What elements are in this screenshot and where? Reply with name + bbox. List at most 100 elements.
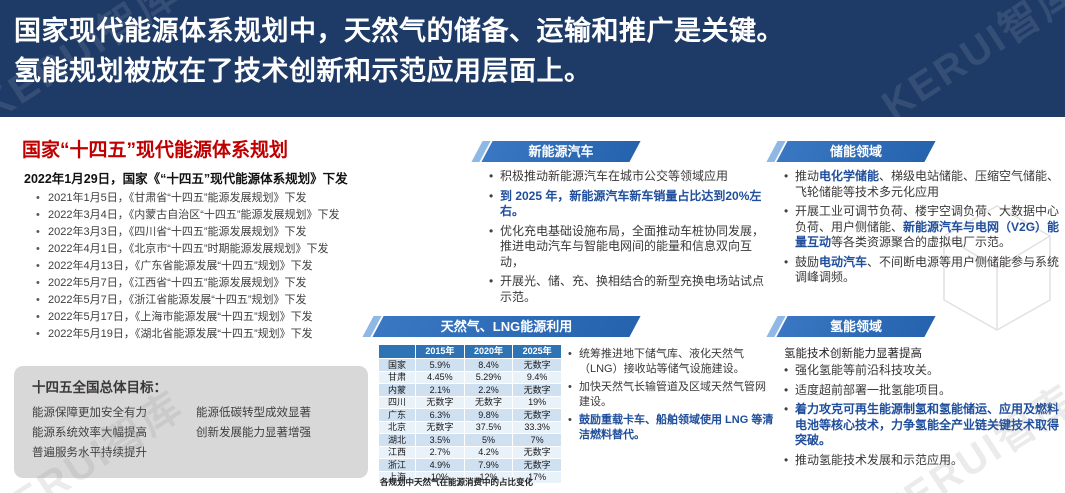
goal-item: 普遍服务水平持续提升 bbox=[32, 447, 147, 459]
table-row: 浙江 4.9% 7.9% 无数字 bbox=[378, 458, 562, 472]
table-cell: 5.29% bbox=[463, 370, 514, 384]
table-header-cell: 2025年 bbox=[512, 344, 562, 359]
list-item-label: 2022年3月3日，《四川省“十四五”能源发展规划》下发 bbox=[48, 226, 307, 238]
bullet-text: 鼓励电动汽车、不间断电源等用户侧储能参与系统调峰调频。 bbox=[795, 254, 1060, 285]
table-row: 甘肃 4.45% 5.29% 9.4% bbox=[378, 370, 562, 384]
bullet-icon bbox=[36, 190, 48, 207]
storage-bullets: • 推动电化学储能、梯级电站储能、压缩空气储能、飞轮储能等技术多元化应用 • 开展工业… bbox=[784, 169, 1062, 290]
list-item-label: 2021年1月5日，《甘肃省“十四五”能源发展规划》下发 bbox=[48, 192, 307, 204]
table-cell: 9.4% bbox=[512, 370, 562, 384]
list-item-label: 2022年3月4日，《内蒙古自治区“十四五”能源发展规划》下发 bbox=[48, 209, 340, 221]
hydrogen-bullets: • 强化氢能等前沿科技攻关。 • 适度超前部署一批氢能项目。 • 着力攻克可再生能源制氢和… bbox=[784, 363, 1062, 472]
section-header-label: 新能源汽车 bbox=[528, 144, 594, 159]
table-cell: 无数字 bbox=[512, 358, 562, 372]
goal-item: 创新发展能力显著增强 bbox=[196, 427, 311, 439]
bullet-icon: • bbox=[489, 188, 494, 203]
table-cell: 4.45% bbox=[415, 370, 465, 384]
goals-box: 十四五全国总体目标： 能源保障更加安全有力 能源系统效率大幅提高 普遍服务水平持续提… bbox=[14, 366, 368, 478]
bullet-icon bbox=[36, 292, 48, 309]
bullet-item: • 鼓励电动汽车、不间断电源等用户侧储能参与系统调峰调频。 bbox=[784, 255, 1062, 286]
bullet-item: • 优化充电基础设施布局，全面推动车桩协同发展，推进电动汽车与智能电网间的能量和信… bbox=[489, 224, 775, 271]
national-plan-intro: 2022年1月29日，国家《“十四五”现代能源体系规划》下发 bbox=[24, 172, 348, 186]
table-cell: 4.2% bbox=[463, 445, 514, 459]
list-item-label: 2022年5月19日，《湖北省能源发展“十四五”规划》下发 bbox=[48, 328, 313, 340]
bullet-icon bbox=[36, 241, 48, 258]
bullet-icon bbox=[36, 275, 48, 292]
table-cell: 10% bbox=[415, 470, 465, 484]
bullet-item: • 加快天然气长输管道及区域天然气管网建设。 bbox=[568, 380, 774, 409]
row-label: 北京 bbox=[378, 420, 416, 434]
list-item-label: 2022年5月7日，《江西省“十四五”能源发展规划》下发 bbox=[48, 277, 307, 289]
table-row: 湖北 3.5% 5% 7% bbox=[378, 433, 562, 447]
bullet-icon bbox=[36, 258, 48, 275]
list-item: 2022年5月7日，《江西省“十四五”能源发展规划》下发 bbox=[36, 275, 466, 292]
bullet-item: • 开展光、储、充、换相结合的新型充换电场站试点示范。 bbox=[489, 274, 775, 305]
bullet-icon: • bbox=[568, 381, 572, 393]
table-cell: 7% bbox=[512, 433, 562, 447]
table-cell: 7.9% bbox=[463, 458, 514, 472]
table-cell: 6.3% bbox=[415, 408, 465, 422]
bullet-text: 优化充电基础设施布局，全面推动车桩协同发展，推进电动汽车与智能电网间的能量和信息… bbox=[500, 223, 765, 269]
table-cell: 2.7% bbox=[415, 445, 465, 459]
hydrogen-intro: 氢能技术创新能力显著提高 bbox=[784, 348, 922, 360]
bullet-icon: • bbox=[784, 452, 789, 467]
bullet-item: • 强化氢能等前沿科技攻关。 bbox=[784, 363, 1062, 379]
row-label: 四川 bbox=[378, 395, 416, 409]
list-item: 2022年4月1日，《北京市“十四五”时期能源发展规划》下发 bbox=[36, 241, 466, 258]
bullet-item: • 推动电化学储能、梯级电站储能、压缩空气储能、飞轮储能等技术多元化应用 bbox=[784, 169, 1062, 200]
bullet-item: • 推动氢能技术发展和示范应用。 bbox=[784, 453, 1062, 469]
bullet-item: • 鼓励重载卡车、船舶领域使用 LNG 等清洁燃料替代。 bbox=[568, 413, 774, 442]
goal-item: 能源低碳转型成效显著 bbox=[196, 407, 311, 419]
table-cell: 4.9% bbox=[415, 458, 465, 472]
gas-bullets: • 统筹推进地下储气库、液化天然气（LNG）接收站等储气设施建设。 • 加快天然气长输… bbox=[568, 347, 774, 446]
bullet-icon: • bbox=[784, 382, 789, 397]
table-cell: 3.5% bbox=[415, 433, 465, 447]
bullet-item: • 积极推动新能源汽车在城市公交等领域应用 bbox=[489, 169, 775, 185]
list-item: 2021年1月5日，《甘肃省“十四五”能源发展规划》下发 bbox=[36, 190, 466, 207]
table-cell: 无数字 bbox=[512, 383, 562, 397]
section-header-hydrogen: 氢能领域 bbox=[766, 316, 936, 337]
list-item-label: 2022年4月13日，《广东省能源发展“十四五”规划》下发 bbox=[48, 260, 313, 272]
goal-item: 能源保障更加安全有力 bbox=[32, 407, 147, 419]
policy-list: 2021年1月5日，《甘肃省“十四五”能源发展规划》下发 2022年3月4日，《内… bbox=[36, 190, 466, 343]
table-cell: 33.3% bbox=[512, 420, 562, 434]
bullet-item: • 适度超前部署一批氢能项目。 bbox=[784, 383, 1062, 399]
table-cell: 5.9% bbox=[415, 358, 465, 372]
list-item-label: 2022年5月17日，《上海市能源发展“十四五”规划》下发 bbox=[48, 311, 313, 323]
bullet-text: 到 2025 年，新能源汽车新车销量占比达到20%左右。 bbox=[500, 188, 762, 219]
row-label: 甘肃 bbox=[378, 370, 416, 384]
table-cell: 2.2% bbox=[463, 383, 514, 397]
banner-line1: 国家现代能源体系规划中，天然气的储备、运输和推广是关键。 bbox=[14, 16, 784, 46]
table-header-cell bbox=[378, 344, 416, 359]
row-label: 上海 bbox=[378, 470, 416, 484]
section-header-gas: 天然气、LNG能源利用 bbox=[362, 316, 641, 337]
bullet-icon: • bbox=[489, 223, 494, 238]
bullet-item: • 统筹推进地下储气库、液化天然气（LNG）接收站等储气设施建设。 bbox=[568, 347, 774, 376]
table-row: 四川 无数字 无数字 19% bbox=[378, 395, 562, 409]
row-label: 内蒙 bbox=[378, 383, 416, 397]
table-header-row: 2015年 2020年 2025年 bbox=[378, 344, 562, 359]
goal-item: 能源系统效率大幅提高 bbox=[32, 427, 147, 439]
gas-table-caption: 各规划中天然气在能源消费中的占比变化 bbox=[380, 477, 534, 487]
table-row: 广东 6.3% 9.8% 无数字 bbox=[378, 408, 562, 422]
table-cell: 无数字 bbox=[512, 445, 562, 459]
list-item: 2022年5月19日，《湖北省能源发展“十四五”规划》下发 bbox=[36, 326, 466, 343]
table-cell: 无数字 bbox=[512, 408, 562, 422]
bullet-icon bbox=[36, 224, 48, 241]
bullet-text: 积极推动新能源汽车在城市公交等领域应用 bbox=[500, 169, 729, 183]
bullet-item: • 开展工业可调节负荷、楼宇空调负荷、大数据中心负荷、用户侧储能、新能源汽车与电网… bbox=[784, 204, 1062, 251]
bullet-text: 加快天然气长输管道及区域天然气管网建设。 bbox=[579, 381, 766, 408]
bullet-icon: • bbox=[489, 169, 494, 183]
bullet-text: 推动氢能技术发展和示范应用。 bbox=[795, 452, 964, 467]
bullet-icon bbox=[36, 326, 48, 343]
table-cell: 19% bbox=[512, 395, 562, 409]
bullet-text: 适度超前部署一批氢能项目。 bbox=[795, 382, 952, 397]
nev-bullets: • 积极推动新能源汽车在城市公交等领域应用 • 到 2025 年，新能源汽车新车销量占… bbox=[489, 169, 775, 309]
top-banner: 国家现代能源体系规划中，天然气的储备、运输和推广是关键。 氢能规划被放在了技术创… bbox=[0, 0, 1065, 117]
table-row: 内蒙 2.1% 2.2% 无数字 bbox=[378, 383, 562, 397]
list-item-label: 2022年4月1日，《北京市“十四五”时期能源发展规划》下发 bbox=[48, 243, 329, 255]
table-row: 国家 5.9% 8.4% 无数字 bbox=[378, 358, 562, 372]
table-cell: 无数字 bbox=[512, 458, 562, 472]
bullet-text: 着力攻克可再生能源制氢和氢能储运、应用及燃料电池等核心技术，力争氢能全产业链关键… bbox=[795, 402, 1060, 447]
